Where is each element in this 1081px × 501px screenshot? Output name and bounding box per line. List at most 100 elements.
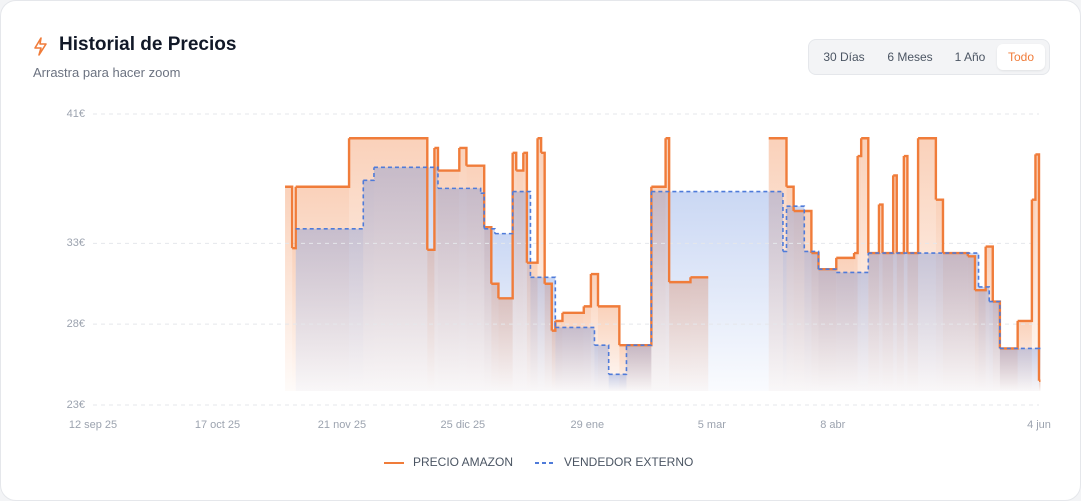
step-line	[882, 175, 895, 255]
step-line	[818, 257, 838, 271]
step-line	[349, 137, 429, 250]
area	[484, 228, 495, 391]
step-line	[1031, 154, 1037, 201]
step-line	[516, 152, 525, 172]
step-line	[434, 146, 440, 171]
area	[999, 348, 1039, 391]
step-line	[804, 250, 820, 270]
step-line	[373, 166, 439, 189]
x-tick-label: 5 mar	[698, 419, 726, 431]
area	[804, 251, 819, 391]
x-tick-label: 4 jun	[1027, 419, 1051, 431]
step-line	[608, 345, 628, 376]
area	[786, 206, 805, 391]
range-button[interactable]: 6 Meses	[887, 50, 933, 64]
step-line	[484, 227, 496, 234]
step-line	[459, 146, 468, 166]
area	[437, 188, 481, 391]
step-line	[285, 185, 294, 249]
step-line	[978, 286, 991, 302]
step-line	[985, 245, 994, 302]
area	[537, 138, 542, 391]
y-tick-label: 33€	[67, 237, 85, 249]
step-line	[594, 344, 610, 375]
step-line	[598, 305, 621, 346]
step-line	[363, 167, 375, 182]
area	[1031, 199, 1036, 391]
title: Historial de Precios	[59, 34, 237, 55]
legend-label: PRECIO AMAZON	[413, 455, 513, 469]
range-button[interactable]: 1 Año	[954, 50, 986, 64]
step-line	[526, 138, 539, 264]
step-line	[437, 187, 482, 194]
area	[594, 345, 609, 391]
step-line	[786, 185, 795, 211]
step-line	[494, 191, 514, 235]
range-button[interactable]: 30 Días	[823, 50, 865, 64]
step-line	[967, 255, 977, 291]
y-tick-label: 41€	[67, 108, 85, 120]
area	[651, 191, 783, 391]
area	[868, 253, 979, 391]
step-line	[541, 151, 546, 284]
step-line	[1017, 199, 1034, 323]
x-tick-label: 8 abr	[820, 419, 845, 431]
subtitle: Arrastra para hacer zoom	[33, 65, 181, 80]
step-line	[523, 151, 529, 263]
step-line	[768, 137, 788, 187]
step-line	[999, 320, 1019, 350]
step-line	[665, 137, 671, 283]
area	[555, 327, 595, 391]
step-line	[555, 312, 564, 323]
step-line	[530, 276, 557, 328]
step-line	[295, 138, 351, 188]
step-line	[854, 156, 859, 255]
x-tick-label: 12 sep 25	[69, 419, 117, 431]
x-tick-label: 17 oct 25	[195, 419, 240, 431]
step-line	[562, 306, 585, 315]
step-line	[918, 137, 938, 200]
step-line	[292, 186, 297, 250]
step-line	[868, 204, 881, 255]
step-line	[537, 137, 543, 153]
area	[861, 138, 869, 391]
step-line	[793, 209, 813, 254]
step-line	[836, 253, 856, 260]
step-line	[903, 154, 909, 254]
area	[494, 233, 513, 391]
step-line	[857, 138, 863, 158]
step-line	[590, 272, 600, 307]
area	[292, 248, 296, 391]
step-line	[651, 138, 667, 188]
area	[782, 251, 787, 391]
area	[626, 345, 652, 391]
step-line	[491, 282, 500, 299]
step-line	[555, 326, 596, 346]
step-line	[786, 205, 806, 252]
step-line	[868, 252, 980, 287]
area	[541, 152, 545, 391]
y-tick-label: 23€	[67, 399, 85, 411]
step-line	[626, 191, 653, 346]
area	[1035, 154, 1039, 391]
step-line	[989, 300, 1001, 349]
step-line	[437, 147, 461, 172]
step-line	[669, 277, 692, 284]
step-line	[893, 174, 898, 254]
step-line	[619, 186, 653, 347]
range-button[interactable]: Todo	[997, 44, 1045, 70]
step-line	[782, 206, 788, 253]
step-line	[1035, 153, 1041, 381]
step-line	[427, 147, 436, 251]
step-line	[512, 151, 518, 171]
step-line	[544, 282, 553, 331]
area	[978, 286, 990, 391]
icon	[34, 37, 47, 56]
x-tick-label: 21 nov 25	[318, 419, 366, 431]
area	[836, 272, 869, 391]
area	[363, 180, 374, 391]
step-line	[480, 192, 486, 229]
step-line	[907, 138, 920, 255]
